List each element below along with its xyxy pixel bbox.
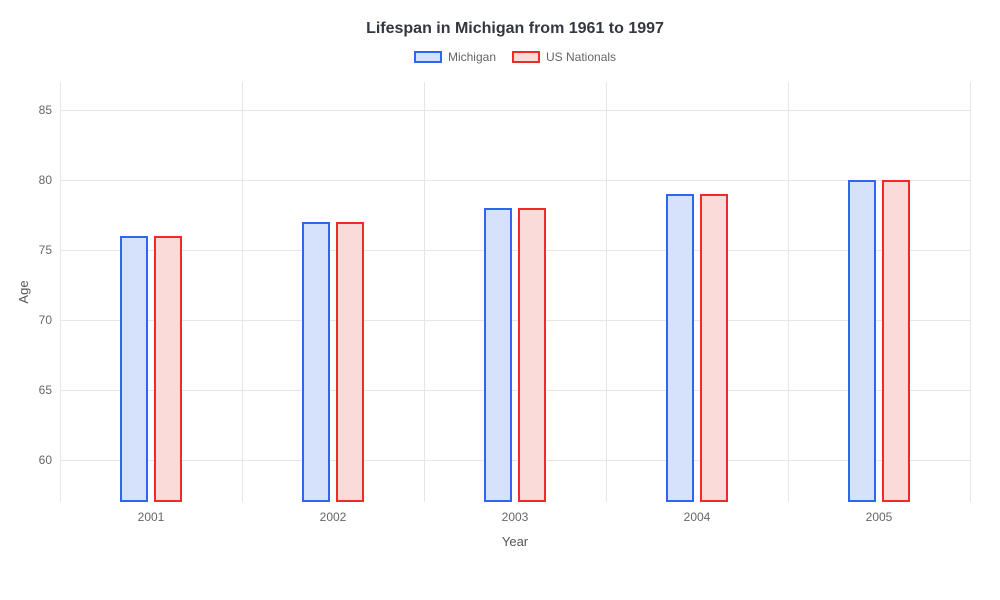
- bar-us-nationals: [882, 180, 910, 502]
- legend-label-us-nationals: US Nationals: [546, 50, 616, 64]
- bar-us-nationals: [336, 222, 364, 502]
- gridline-vertical: [788, 82, 789, 502]
- legend-item-us-nationals: US Nationals: [512, 50, 616, 64]
- chart-container: Lifespan in Michigan from 1961 to 1997 M…: [0, 0, 1000, 600]
- xtick-label: 2004: [684, 510, 711, 524]
- bar-michigan: [120, 236, 148, 502]
- ytick-label: 60: [12, 453, 52, 467]
- ytick-label: 80: [12, 173, 52, 187]
- plot-area: Age Year 6065707580852001200220032004200…: [60, 82, 970, 502]
- ytick-label: 65: [12, 383, 52, 397]
- chart-title: Lifespan in Michigan from 1961 to 1997: [60, 20, 970, 38]
- xtick-label: 2002: [320, 510, 347, 524]
- ytick-label: 85: [12, 103, 52, 117]
- ytick-label: 70: [12, 313, 52, 327]
- legend-label-michigan: Michigan: [448, 50, 496, 64]
- legend: Michigan US Nationals: [60, 50, 970, 64]
- gridline-vertical: [60, 82, 61, 502]
- gridline-vertical: [606, 82, 607, 502]
- xtick-label: 2003: [502, 510, 529, 524]
- y-axis-label: Age: [16, 280, 31, 303]
- legend-item-michigan: Michigan: [414, 50, 496, 64]
- bar-michigan: [484, 208, 512, 502]
- bar-michigan: [848, 180, 876, 502]
- gridline-vertical: [242, 82, 243, 502]
- bar-us-nationals: [518, 208, 546, 502]
- ytick-label: 75: [12, 243, 52, 257]
- legend-swatch-us-nationals: [512, 51, 540, 63]
- gridline-horizontal: [60, 320, 970, 321]
- bar-michigan: [302, 222, 330, 502]
- gridline-horizontal: [60, 250, 970, 251]
- gridline-vertical: [970, 82, 971, 502]
- bar-us-nationals: [154, 236, 182, 502]
- gridline-horizontal: [60, 180, 970, 181]
- bar-michigan: [666, 194, 694, 502]
- gridline-horizontal: [60, 460, 970, 461]
- bar-us-nationals: [700, 194, 728, 502]
- gridline-vertical: [424, 82, 425, 502]
- xtick-label: 2001: [138, 510, 165, 524]
- legend-swatch-michigan: [414, 51, 442, 63]
- xtick-label: 2005: [866, 510, 893, 524]
- gridline-horizontal: [60, 110, 970, 111]
- gridline-horizontal: [60, 390, 970, 391]
- x-axis-label: Year: [502, 534, 528, 549]
